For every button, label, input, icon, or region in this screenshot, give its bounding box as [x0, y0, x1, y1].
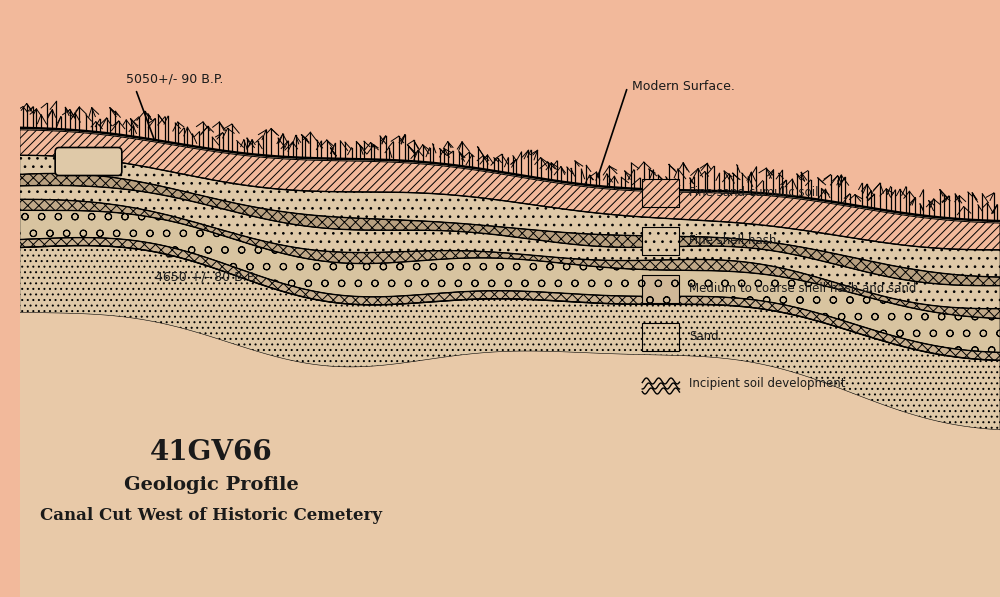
Polygon shape	[20, 199, 1000, 318]
Bar	[642, 227, 679, 255]
Text: Canal Cut West of Historic Cemetery: Canal Cut West of Historic Cemetery	[40, 506, 382, 524]
Polygon shape	[20, 155, 1000, 277]
Bar	[642, 179, 679, 207]
Text: 41GV66: 41GV66	[150, 439, 272, 466]
Polygon shape	[20, 128, 1000, 597]
Polygon shape	[20, 238, 1000, 361]
Text: Fine shell hash: Fine shell hash	[689, 235, 777, 248]
Text: Sand: Sand	[689, 331, 719, 343]
FancyBboxPatch shape	[55, 147, 122, 176]
Text: Incipient soil development: Incipient soil development	[689, 377, 846, 390]
Polygon shape	[20, 245, 1000, 430]
Polygon shape	[20, 130, 1000, 250]
Text: Modern Surface.: Modern Surface.	[632, 81, 735, 94]
Bar	[642, 323, 679, 351]
Text: Medium to coarse shell hash and sand: Medium to coarse shell hash and sand	[689, 282, 917, 296]
Bar	[642, 275, 679, 303]
Text: Fine sand cumulic soil: Fine sand cumulic soil	[689, 186, 819, 199]
Text: 5050+/- 90 B.P.: 5050+/- 90 B.P.	[126, 73, 223, 86]
Polygon shape	[20, 186, 1000, 309]
Text: Geologic Profile: Geologic Profile	[124, 476, 298, 494]
Polygon shape	[20, 174, 1000, 286]
Text: 4650 +/- 80 B.P.: 4650 +/- 80 B.P.	[155, 271, 256, 284]
Polygon shape	[20, 210, 1000, 352]
